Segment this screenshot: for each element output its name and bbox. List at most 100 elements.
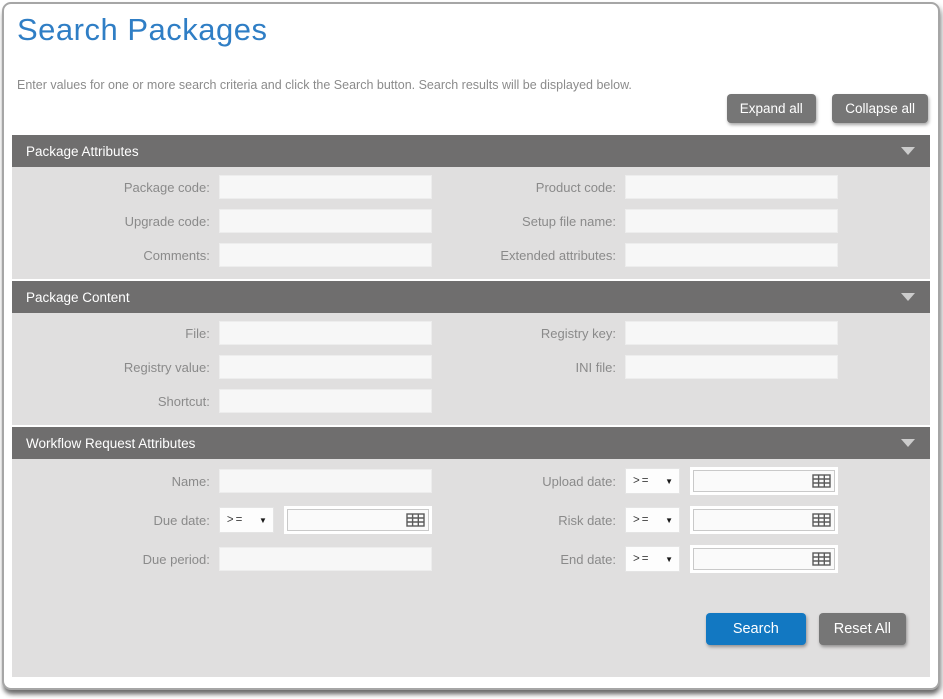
collapse-triangle-icon bbox=[901, 293, 915, 301]
end-date-input[interactable] bbox=[694, 550, 812, 568]
calendar-icon[interactable] bbox=[812, 513, 831, 527]
field-package-code: Package code: bbox=[12, 175, 471, 199]
section-title: Package Content bbox=[26, 289, 130, 305]
due-date-input[interactable] bbox=[287, 511, 406, 529]
risk-date-field bbox=[690, 506, 838, 534]
field-label: Shortcut: bbox=[157, 393, 210, 409]
field-upload-date: Upload date: >= ▼ bbox=[471, 467, 930, 495]
section-package-attributes: Package Attributes Package code: Product… bbox=[12, 135, 930, 279]
field-extended-attributes: Extended attributes: bbox=[471, 243, 930, 267]
field-label: End date: bbox=[560, 551, 616, 567]
reset-all-button[interactable]: Reset All bbox=[818, 613, 906, 645]
field-label: Package code: bbox=[123, 179, 210, 195]
section-header-package-content[interactable]: Package Content bbox=[12, 281, 930, 313]
section-header-workflow-request-attributes[interactable]: Workflow Request Attributes bbox=[12, 427, 930, 459]
registry-key-input[interactable] bbox=[625, 321, 838, 345]
field-due-date: Due date: >= ▼ bbox=[12, 506, 471, 534]
form-row: Shortcut: bbox=[12, 389, 930, 413]
field-label: Upgrade code: bbox=[124, 213, 210, 229]
field-label: File: bbox=[185, 325, 210, 341]
field-label: Product code: bbox=[535, 179, 616, 195]
page-frame: Search Packages Enter values for one or … bbox=[2, 2, 940, 690]
field-label: Upload date: bbox=[542, 473, 616, 489]
collapse-triangle-icon bbox=[901, 439, 915, 447]
field-label: Due period: bbox=[142, 551, 210, 567]
page-title: Search Packages bbox=[17, 12, 268, 47]
section-body-workflow-request-attributes: Name: Upload date: >= ▼ bbox=[12, 459, 930, 677]
field-shortcut: Shortcut: bbox=[12, 389, 471, 413]
upload-date-input[interactable] bbox=[694, 472, 812, 490]
registry-value-input[interactable] bbox=[218, 355, 432, 379]
calendar-icon[interactable] bbox=[812, 552, 831, 566]
empty-cell bbox=[471, 389, 930, 413]
section-title: Workflow Request Attributes bbox=[26, 435, 196, 451]
form-row: Due period: End date: >= ▼ bbox=[12, 545, 930, 573]
field-file: File: bbox=[12, 321, 471, 345]
field-label: Registry key: bbox=[540, 325, 616, 341]
upgrade-code-input[interactable] bbox=[218, 209, 432, 233]
section-body-package-attributes: Package code: Product code: Upgrade code… bbox=[12, 167, 930, 279]
field-label: Registry value: bbox=[123, 359, 210, 375]
field-label: Comments: bbox=[143, 247, 210, 263]
end-date-operator-select[interactable]: >= ▼ bbox=[625, 546, 680, 572]
section-workflow-request-attributes: Workflow Request Attributes Name: Upload… bbox=[12, 427, 930, 677]
due-date-operator-select[interactable]: >= ▼ bbox=[218, 507, 274, 533]
end-date-field bbox=[690, 545, 838, 573]
collapse-triangle-icon bbox=[901, 147, 915, 155]
calendar-icon[interactable] bbox=[812, 474, 831, 488]
field-name: Name: bbox=[12, 467, 471, 495]
field-comments: Comments: bbox=[12, 243, 471, 267]
risk-date-operator-select[interactable]: >= ▼ bbox=[625, 507, 680, 533]
instructions-text: Enter values for one or more search crit… bbox=[17, 78, 632, 92]
field-label: Name: bbox=[171, 473, 210, 489]
section-title: Package Attributes bbox=[26, 143, 139, 159]
extended-attributes-input[interactable] bbox=[625, 243, 838, 267]
field-registry-key: Registry key: bbox=[471, 321, 930, 345]
field-label: Setup file name: bbox=[522, 213, 616, 229]
due-date-control: >= ▼ bbox=[218, 506, 432, 534]
field-due-period: Due period: bbox=[12, 545, 471, 573]
form-row: Comments: Extended attributes: bbox=[12, 243, 930, 267]
risk-date-control: >= ▼ bbox=[625, 506, 838, 534]
field-label: Due date: bbox=[153, 512, 210, 528]
calendar-icon[interactable] bbox=[406, 513, 425, 527]
field-end-date: End date: >= ▼ bbox=[471, 545, 930, 573]
expand-all-button[interactable]: Expand all bbox=[726, 94, 816, 123]
ini-file-input[interactable] bbox=[625, 355, 838, 379]
product-code-input[interactable] bbox=[625, 175, 838, 199]
risk-date-input[interactable] bbox=[694, 511, 812, 529]
package-code-input[interactable] bbox=[218, 175, 432, 199]
search-actions: Search Reset All bbox=[12, 613, 906, 645]
operator-value: >= bbox=[226, 514, 245, 526]
dropdown-arrow-icon: ▼ bbox=[665, 515, 673, 525]
section-body-package-content: File: Registry key: Registry value: INI … bbox=[12, 313, 930, 425]
name-input[interactable] bbox=[218, 469, 432, 493]
upload-date-operator-select[interactable]: >= ▼ bbox=[625, 468, 680, 494]
upload-date-control: >= ▼ bbox=[625, 467, 838, 495]
section-header-package-attributes[interactable]: Package Attributes bbox=[12, 135, 930, 167]
collapse-all-button[interactable]: Collapse all bbox=[832, 94, 928, 123]
file-input[interactable] bbox=[218, 321, 432, 345]
comments-input[interactable] bbox=[218, 243, 432, 267]
dropdown-arrow-icon: ▼ bbox=[665, 554, 673, 564]
date-field-inner bbox=[693, 548, 835, 570]
expand-collapse-toolbar: Expand all Collapse all bbox=[10, 94, 928, 123]
field-label: Extended attributes: bbox=[500, 247, 616, 263]
form-row: Upgrade code: Setup file name: bbox=[12, 209, 930, 233]
due-period-input[interactable] bbox=[218, 547, 432, 571]
field-setup-file-name: Setup file name: bbox=[471, 209, 930, 233]
operator-value: >= bbox=[633, 553, 651, 565]
setup-file-name-input[interactable] bbox=[625, 209, 838, 233]
operator-value: >= bbox=[633, 514, 651, 526]
date-field-inner bbox=[693, 509, 835, 531]
shortcut-input[interactable] bbox=[218, 389, 432, 413]
dropdown-arrow-icon: ▼ bbox=[258, 515, 267, 525]
upload-date-field bbox=[690, 467, 838, 495]
search-button[interactable]: Search bbox=[705, 613, 806, 645]
operator-value: >= bbox=[633, 475, 651, 487]
date-field-inner bbox=[693, 470, 835, 492]
field-label: INI file: bbox=[575, 359, 616, 375]
field-upgrade-code: Upgrade code: bbox=[12, 209, 471, 233]
field-product-code: Product code: bbox=[471, 175, 930, 199]
form-row: Registry value: INI file: bbox=[12, 355, 930, 379]
